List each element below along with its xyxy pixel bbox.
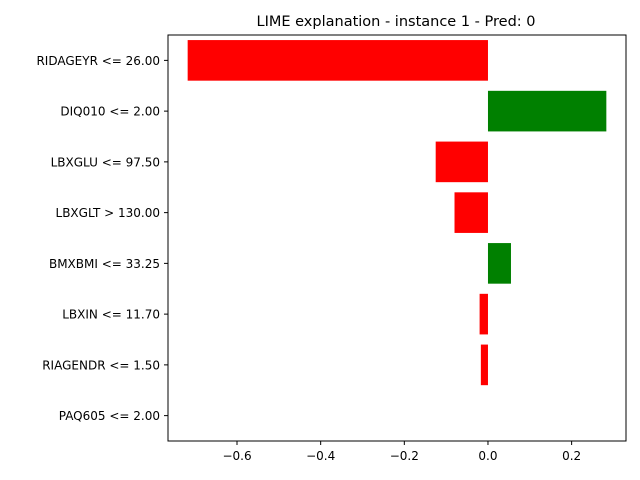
- y-tick-label: LBXGLU <= 97.50: [51, 155, 160, 169]
- plot-frame: [167, 34, 627, 442]
- x-tick-label: −0.6: [222, 449, 251, 463]
- x-tick-label: −0.2: [390, 449, 419, 463]
- bar: [187, 40, 488, 81]
- bar: [480, 344, 488, 386]
- bar: [487, 243, 511, 284]
- y-tick-label: PAQ605 <= 2.00: [59, 409, 160, 423]
- bar: [454, 192, 488, 233]
- bars-group: [187, 40, 607, 386]
- y-tick-label: RIAGENDR <= 1.50: [42, 358, 160, 372]
- x-tick-label: −0.4: [306, 449, 335, 463]
- y-tick-label: LBXIN <= 11.70: [62, 308, 160, 322]
- y-tick-label: LBXGLT > 130.00: [56, 206, 160, 220]
- y-axis-ticks: RIDAGEYR <= 26.00 DIQ010 <= 2.00 LBXGLU <=…: [36, 54, 168, 423]
- x-tick-label: 0.2: [562, 449, 581, 463]
- y-tick-label: BMXBMI <= 33.25: [49, 257, 160, 271]
- chart-title: LIME explanation - instance 1 - Pred: 0: [257, 14, 536, 30]
- y-tick-label: DIQ010 <= 2.00: [60, 105, 160, 119]
- x-axis-ticks: −0.6 −0.4 −0.2 0.0 0.2: [222, 441, 581, 463]
- bar: [435, 141, 488, 183]
- bar: [487, 90, 607, 132]
- x-tick-label: 0.0: [478, 449, 497, 463]
- bar: [479, 293, 488, 335]
- y-tick-label: RIDAGEYR <= 26.00: [36, 54, 160, 68]
